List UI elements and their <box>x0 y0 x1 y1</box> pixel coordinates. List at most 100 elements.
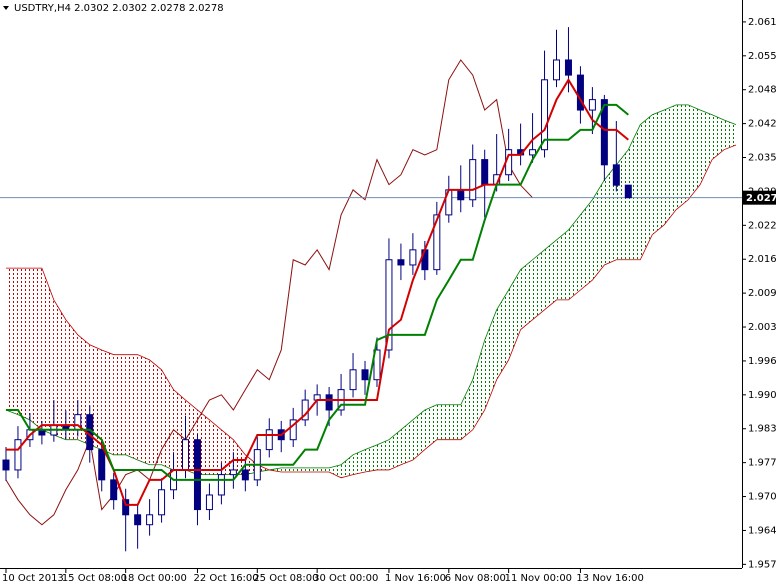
candle-body <box>349 369 357 391</box>
cloud-segment <box>388 429 401 470</box>
x-tick-label: 1 Nov 16:00 <box>385 573 446 584</box>
y-tick-label: 1.9835 <box>748 424 776 435</box>
candle-body <box>433 214 441 271</box>
cloud-segment <box>436 404 449 440</box>
y-tick-label: 2.0615 <box>748 17 776 28</box>
cloud-segment <box>592 179 605 281</box>
cloud-segment <box>712 114 725 160</box>
cloud-segment <box>520 259 533 330</box>
current-price-box <box>743 190 776 205</box>
cloud-segment <box>341 454 354 478</box>
candle-body <box>325 394 333 411</box>
y-tick-label: 1.9965 <box>748 356 776 367</box>
candle-body <box>588 99 596 111</box>
cloud-segment <box>53 299 66 440</box>
x-tick-label: 13 Nov 16:00 <box>576 573 643 584</box>
candle-body <box>229 469 237 476</box>
candle-body <box>241 469 249 481</box>
cloud-span-b <box>5 144 737 479</box>
cloud-segment <box>149 359 162 465</box>
x-tick-label: 15 Oct 08:00 <box>62 573 127 584</box>
candle-body <box>146 514 154 526</box>
cloud-segment <box>604 164 617 265</box>
candle-body <box>529 149 537 156</box>
candle-body <box>564 59 572 76</box>
chart-title: USDTRY,H4 2.0302 2.0302 2.0278 2.0278 <box>14 3 224 14</box>
cloud-segment <box>329 464 342 478</box>
cloud-segment <box>293 467 306 473</box>
y-tick-label: 2.0160 <box>748 254 776 265</box>
candle-body <box>457 189 465 201</box>
cloud-segment <box>65 319 78 440</box>
cloud-segment <box>688 104 701 200</box>
candle-body <box>122 499 130 516</box>
candle-body <box>469 159 477 201</box>
cloud-segment <box>472 340 485 430</box>
candle-body <box>265 429 273 451</box>
cloud-segment <box>532 249 545 320</box>
candle-body <box>14 439 22 471</box>
menu-arrow[interactable] <box>3 6 9 10</box>
cloud-segment <box>640 114 653 260</box>
cloud-segment <box>161 369 174 470</box>
cloud-segment <box>676 104 689 210</box>
y-tick-label: 1.9900 <box>748 390 776 401</box>
cloud-segment <box>700 110 713 185</box>
cloud-segment <box>209 419 222 475</box>
cloud-segment <box>29 268 42 430</box>
candle-body <box>600 99 608 166</box>
candle-body <box>182 439 189 471</box>
cloud-segment <box>652 110 665 235</box>
plot-area <box>0 27 742 552</box>
candle-body <box>98 449 106 481</box>
candle-body <box>205 494 213 511</box>
cloud-segment <box>556 230 569 300</box>
cloud-segment <box>724 119 737 150</box>
y-tick-label: 2.0225 <box>748 220 776 231</box>
y-tick-label: 1.9705 <box>748 492 776 503</box>
x-tick-label: 30 Oct 00:00 <box>313 573 378 584</box>
cloud-segment <box>664 104 677 225</box>
cloud-segment <box>305 467 318 473</box>
cloud-segment <box>460 379 473 440</box>
x-tick-label: 11 Nov 00:00 <box>505 573 572 584</box>
candle-body <box>612 164 620 186</box>
candle-body <box>134 514 142 526</box>
candle-body <box>361 369 369 381</box>
candle-body <box>481 159 489 186</box>
cloud-segment <box>41 268 54 435</box>
cloud-segment <box>568 214 581 300</box>
cloud-segment <box>17 268 30 420</box>
y-tick-label: 2.0420 <box>748 119 776 130</box>
candle-body <box>397 259 405 266</box>
cloud-segment <box>376 439 389 470</box>
candle-body <box>193 439 201 511</box>
cloud-segment <box>233 439 246 475</box>
cloud-segment <box>484 309 497 410</box>
cloud-segment <box>496 289 509 380</box>
x-tick-label: 6 Nov 08:00 <box>445 573 506 584</box>
candle-body <box>110 479 118 501</box>
cloud-segment <box>113 354 126 455</box>
y-tick-label: 2.0355 <box>748 153 776 164</box>
lagging-line <box>5 59 533 526</box>
candle-body <box>158 489 166 516</box>
cloud-segment <box>580 199 593 290</box>
cloud-segment <box>137 354 150 465</box>
x-tick-label: 22 Oct 16:00 <box>193 573 258 584</box>
current-price-label: 2.0278 <box>746 193 776 204</box>
cloud-segment <box>125 354 138 461</box>
candle-body <box>553 59 560 81</box>
cloud-segment <box>5 268 18 415</box>
cloud-segment <box>544 239 557 310</box>
cloud-segment <box>628 124 641 260</box>
cloud-segment <box>353 449 366 475</box>
candle-body <box>409 249 417 266</box>
cloud-segment <box>101 349 114 455</box>
candle-body <box>2 459 10 471</box>
candle-body <box>541 79 549 151</box>
candle-body <box>624 184 632 199</box>
candle-body <box>373 349 381 381</box>
